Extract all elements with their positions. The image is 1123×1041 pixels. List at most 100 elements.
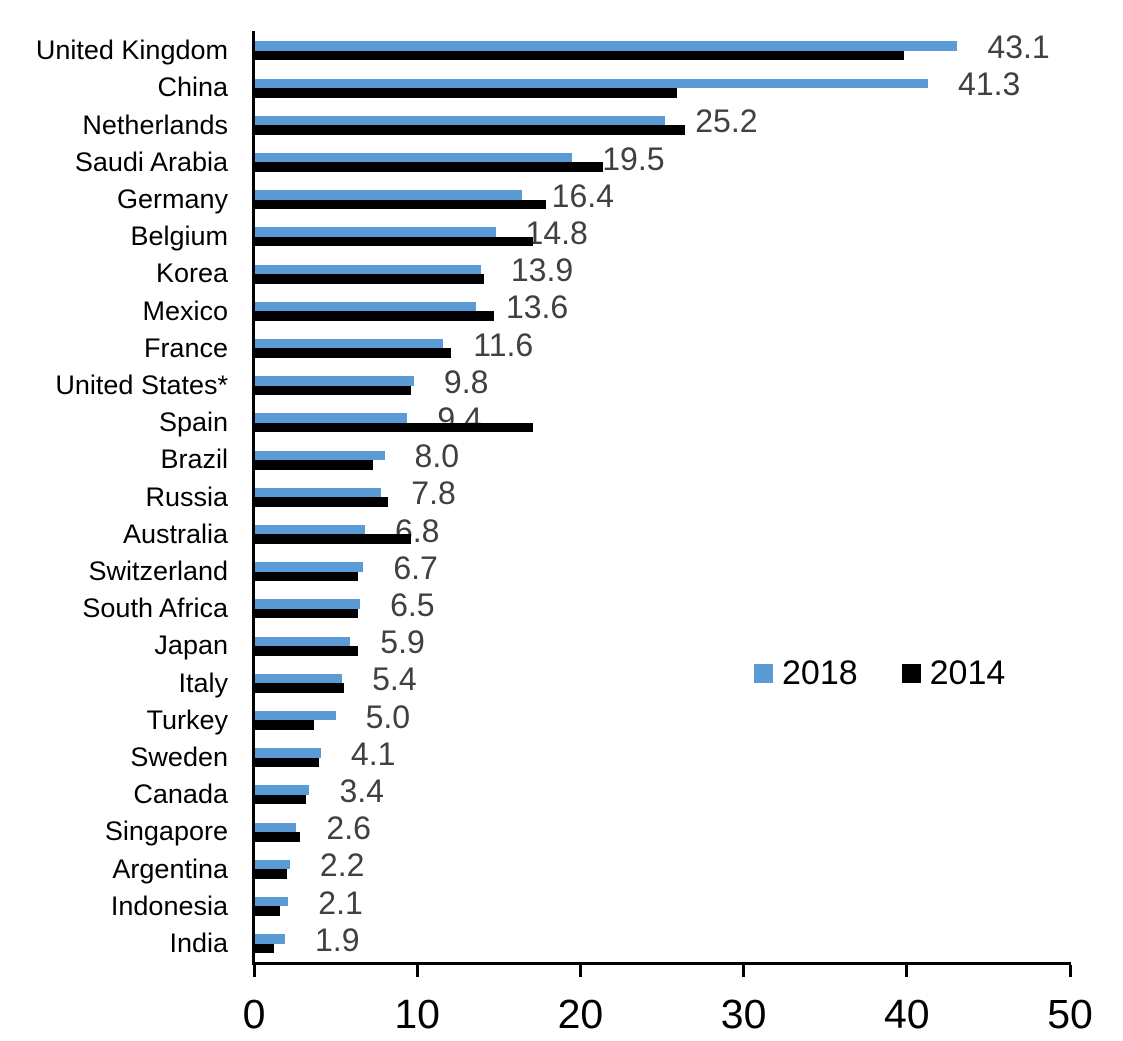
category-label: Mexico	[142, 295, 228, 326]
value-label: 2.6	[326, 810, 371, 847]
value-label: 9.8	[443, 363, 489, 400]
x-tick-label: 10	[394, 991, 440, 1037]
bar-2018	[254, 78, 929, 88]
category-label: Japan	[154, 630, 228, 661]
bar-2018	[254, 450, 385, 460]
category-label: Switzerland	[88, 555, 228, 586]
value-label: 5.0	[365, 698, 411, 735]
bar-2018	[254, 562, 364, 572]
bar-2014	[254, 497, 388, 507]
bar-2018	[254, 115, 666, 126]
value-label: 8.0	[414, 438, 460, 475]
x-tick	[252, 965, 256, 977]
category-label: Saudi Arabia	[74, 146, 228, 177]
bar-2014	[254, 608, 359, 619]
bar-2018	[254, 896, 289, 907]
bar-2014	[254, 832, 300, 842]
value-label: 1.9	[315, 921, 360, 958]
bar-2018	[254, 413, 408, 423]
bar-2018	[254, 338, 444, 349]
category-label: China	[157, 72, 228, 103]
bar-2014	[254, 236, 534, 247]
category-label: India	[169, 927, 228, 958]
bar-2014	[254, 348, 452, 358]
bar-2014	[254, 720, 315, 730]
value-label: 11.6	[473, 326, 534, 363]
bar-2018	[254, 673, 343, 684]
x-tick-label: 40	[883, 991, 930, 1037]
bar-2018	[254, 859, 290, 870]
category-label: Belgium	[130, 221, 228, 252]
category-label: Australia	[122, 518, 228, 549]
value-label: 6.7	[393, 549, 438, 586]
value-label: 16.4	[551, 177, 614, 214]
bar-2014	[254, 311, 494, 321]
x-tick-label: 20	[557, 991, 604, 1037]
category-label: Sweden	[130, 741, 228, 772]
x-tick	[1068, 965, 1072, 977]
bar-2018	[254, 264, 481, 274]
bar-2018	[254, 524, 365, 535]
x-tick-label: 30	[720, 991, 767, 1037]
legend: 2018 2014	[754, 656, 1005, 690]
category-label: France	[143, 332, 228, 363]
bar-2014	[254, 534, 411, 544]
bar-2018	[254, 190, 522, 200]
category-label: Spain	[158, 407, 228, 438]
bar-2014	[254, 162, 604, 172]
bar-2018	[254, 710, 336, 721]
value-label: 25.2	[695, 103, 758, 140]
category-label: Indonesia	[110, 890, 228, 921]
bar-2018	[254, 376, 414, 386]
bar-2014	[254, 869, 287, 879]
category-label: Brazil	[160, 444, 228, 475]
bar-2018	[254, 227, 496, 237]
y-axis-line	[252, 31, 255, 965]
category-label: Argentina	[112, 853, 228, 884]
bar-2014	[254, 757, 320, 768]
value-label: 14.8	[525, 215, 588, 251]
value-label: 19.5	[602, 140, 665, 177]
bar-2018	[254, 785, 310, 795]
value-label: 13.6	[505, 289, 569, 326]
x-tick	[578, 965, 582, 977]
bar-2014	[254, 571, 359, 582]
bar-2018	[254, 599, 361, 609]
category-label: Korea	[155, 258, 228, 289]
bar-2014	[254, 199, 547, 210]
bar-2018	[254, 748, 321, 758]
bar-2014	[254, 125, 685, 135]
category-label: Netherlands	[82, 109, 228, 140]
category-label: Russia	[145, 481, 228, 512]
category-label: South Africa	[82, 593, 228, 624]
value-label: 5.9	[380, 624, 425, 661]
value-label: 2.1	[318, 884, 363, 921]
value-label: 3.4	[339, 773, 384, 809]
x-tick	[742, 965, 746, 977]
bar-2014	[254, 794, 307, 805]
legend-swatch-2018	[754, 663, 773, 683]
legend-label-2014: 2014	[929, 654, 1006, 692]
category-label: Italy	[178, 667, 228, 698]
bar-2014	[254, 274, 485, 284]
value-label: 6.5	[390, 587, 435, 623]
value-label: 4.1	[350, 735, 396, 772]
value-label: 2.2	[319, 847, 365, 884]
value-label: 7.8	[411, 475, 456, 512]
legend-label-2018: 2018	[782, 654, 858, 692]
bar-2014	[254, 460, 374, 470]
bar-2018	[254, 487, 382, 498]
category-label: Singapore	[104, 816, 228, 847]
bar-2018	[254, 152, 573, 163]
category-label: Turkey	[146, 704, 228, 735]
legend-swatch-2014	[901, 663, 921, 683]
bar-2014	[254, 906, 281, 916]
bar-2014	[254, 422, 534, 433]
x-axis-line	[252, 962, 1071, 965]
x-tick	[415, 965, 419, 977]
category-label: United States*	[55, 369, 228, 400]
category-label: United Kingdom	[35, 35, 228, 66]
bar-2014	[254, 385, 411, 396]
value-label: 13.9	[510, 252, 574, 289]
